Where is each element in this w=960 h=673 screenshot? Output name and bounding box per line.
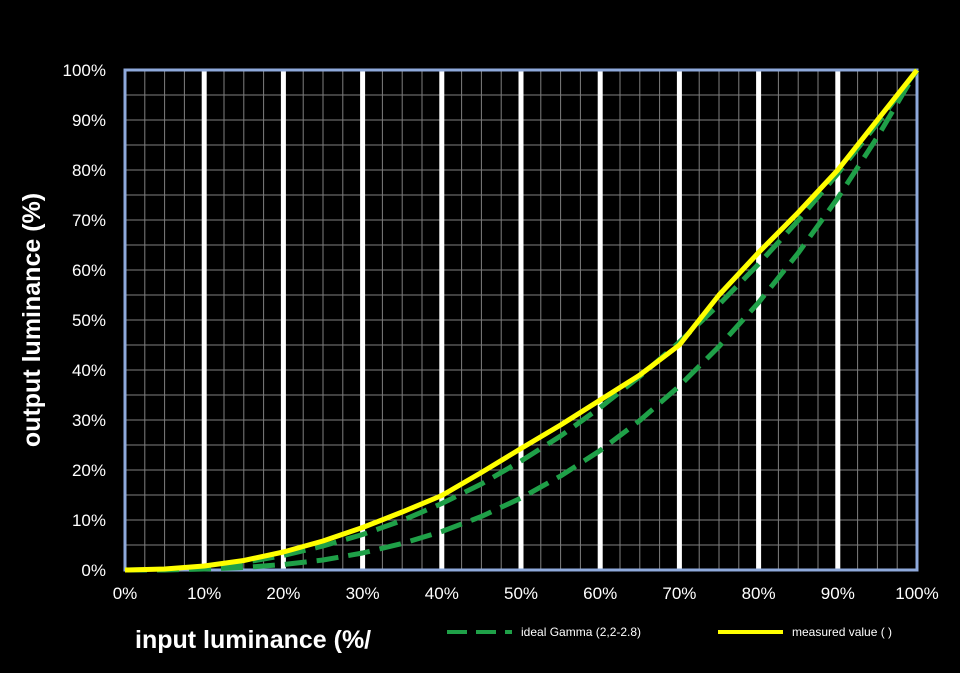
y-tick-label: 40% — [72, 361, 106, 380]
plot-border — [123, 68, 919, 572]
y-tick-label: 30% — [72, 411, 106, 430]
x-tick-label: 0% — [113, 584, 138, 603]
series-line-2 — [124, 68, 919, 573]
grid — [125, 70, 917, 570]
x-tick-label: 90% — [821, 584, 855, 603]
x-tick-label: 80% — [742, 584, 776, 603]
y-tick-label: 80% — [72, 161, 106, 180]
x-tick-label: 60% — [583, 584, 617, 603]
y-tick-label: 0% — [81, 561, 106, 580]
series-lines — [124, 68, 920, 573]
y-tick-label: 10% — [72, 511, 106, 530]
y-tick-label: 90% — [72, 111, 106, 130]
x-tick-label: 70% — [662, 584, 696, 603]
y-axis-title: output luminance (%) — [18, 193, 46, 447]
x-tick-label: 20% — [266, 584, 300, 603]
y-tick-label: 70% — [72, 211, 106, 230]
legend-label-measured: measured value ( ) — [792, 625, 892, 639]
x-tick-label: 30% — [346, 584, 380, 603]
series-line-1 — [125, 68, 920, 573]
legend-label-gamma: ideal Gamma (2,2-2.8) — [521, 625, 641, 639]
x-axis-title: input luminance (%/ — [135, 626, 371, 654]
y-tick-label: 100% — [63, 61, 106, 80]
y-tick-label: 20% — [72, 461, 106, 480]
legend: ideal Gamma (2,2-2.8) measured value ( ) — [447, 625, 892, 639]
x-tick-label: 100% — [895, 584, 938, 603]
y-tick-label: 50% — [72, 311, 106, 330]
x-tick-label: 40% — [425, 584, 459, 603]
y-tick-label: 60% — [72, 261, 106, 280]
x-tick-label: 50% — [504, 584, 538, 603]
tick-labels: 0% 10% 20% 30% 40% 50% 60% 70% 80% 90% 100% 0% 10% 20… — [63, 61, 939, 603]
x-tick-label: 10% — [187, 584, 221, 603]
